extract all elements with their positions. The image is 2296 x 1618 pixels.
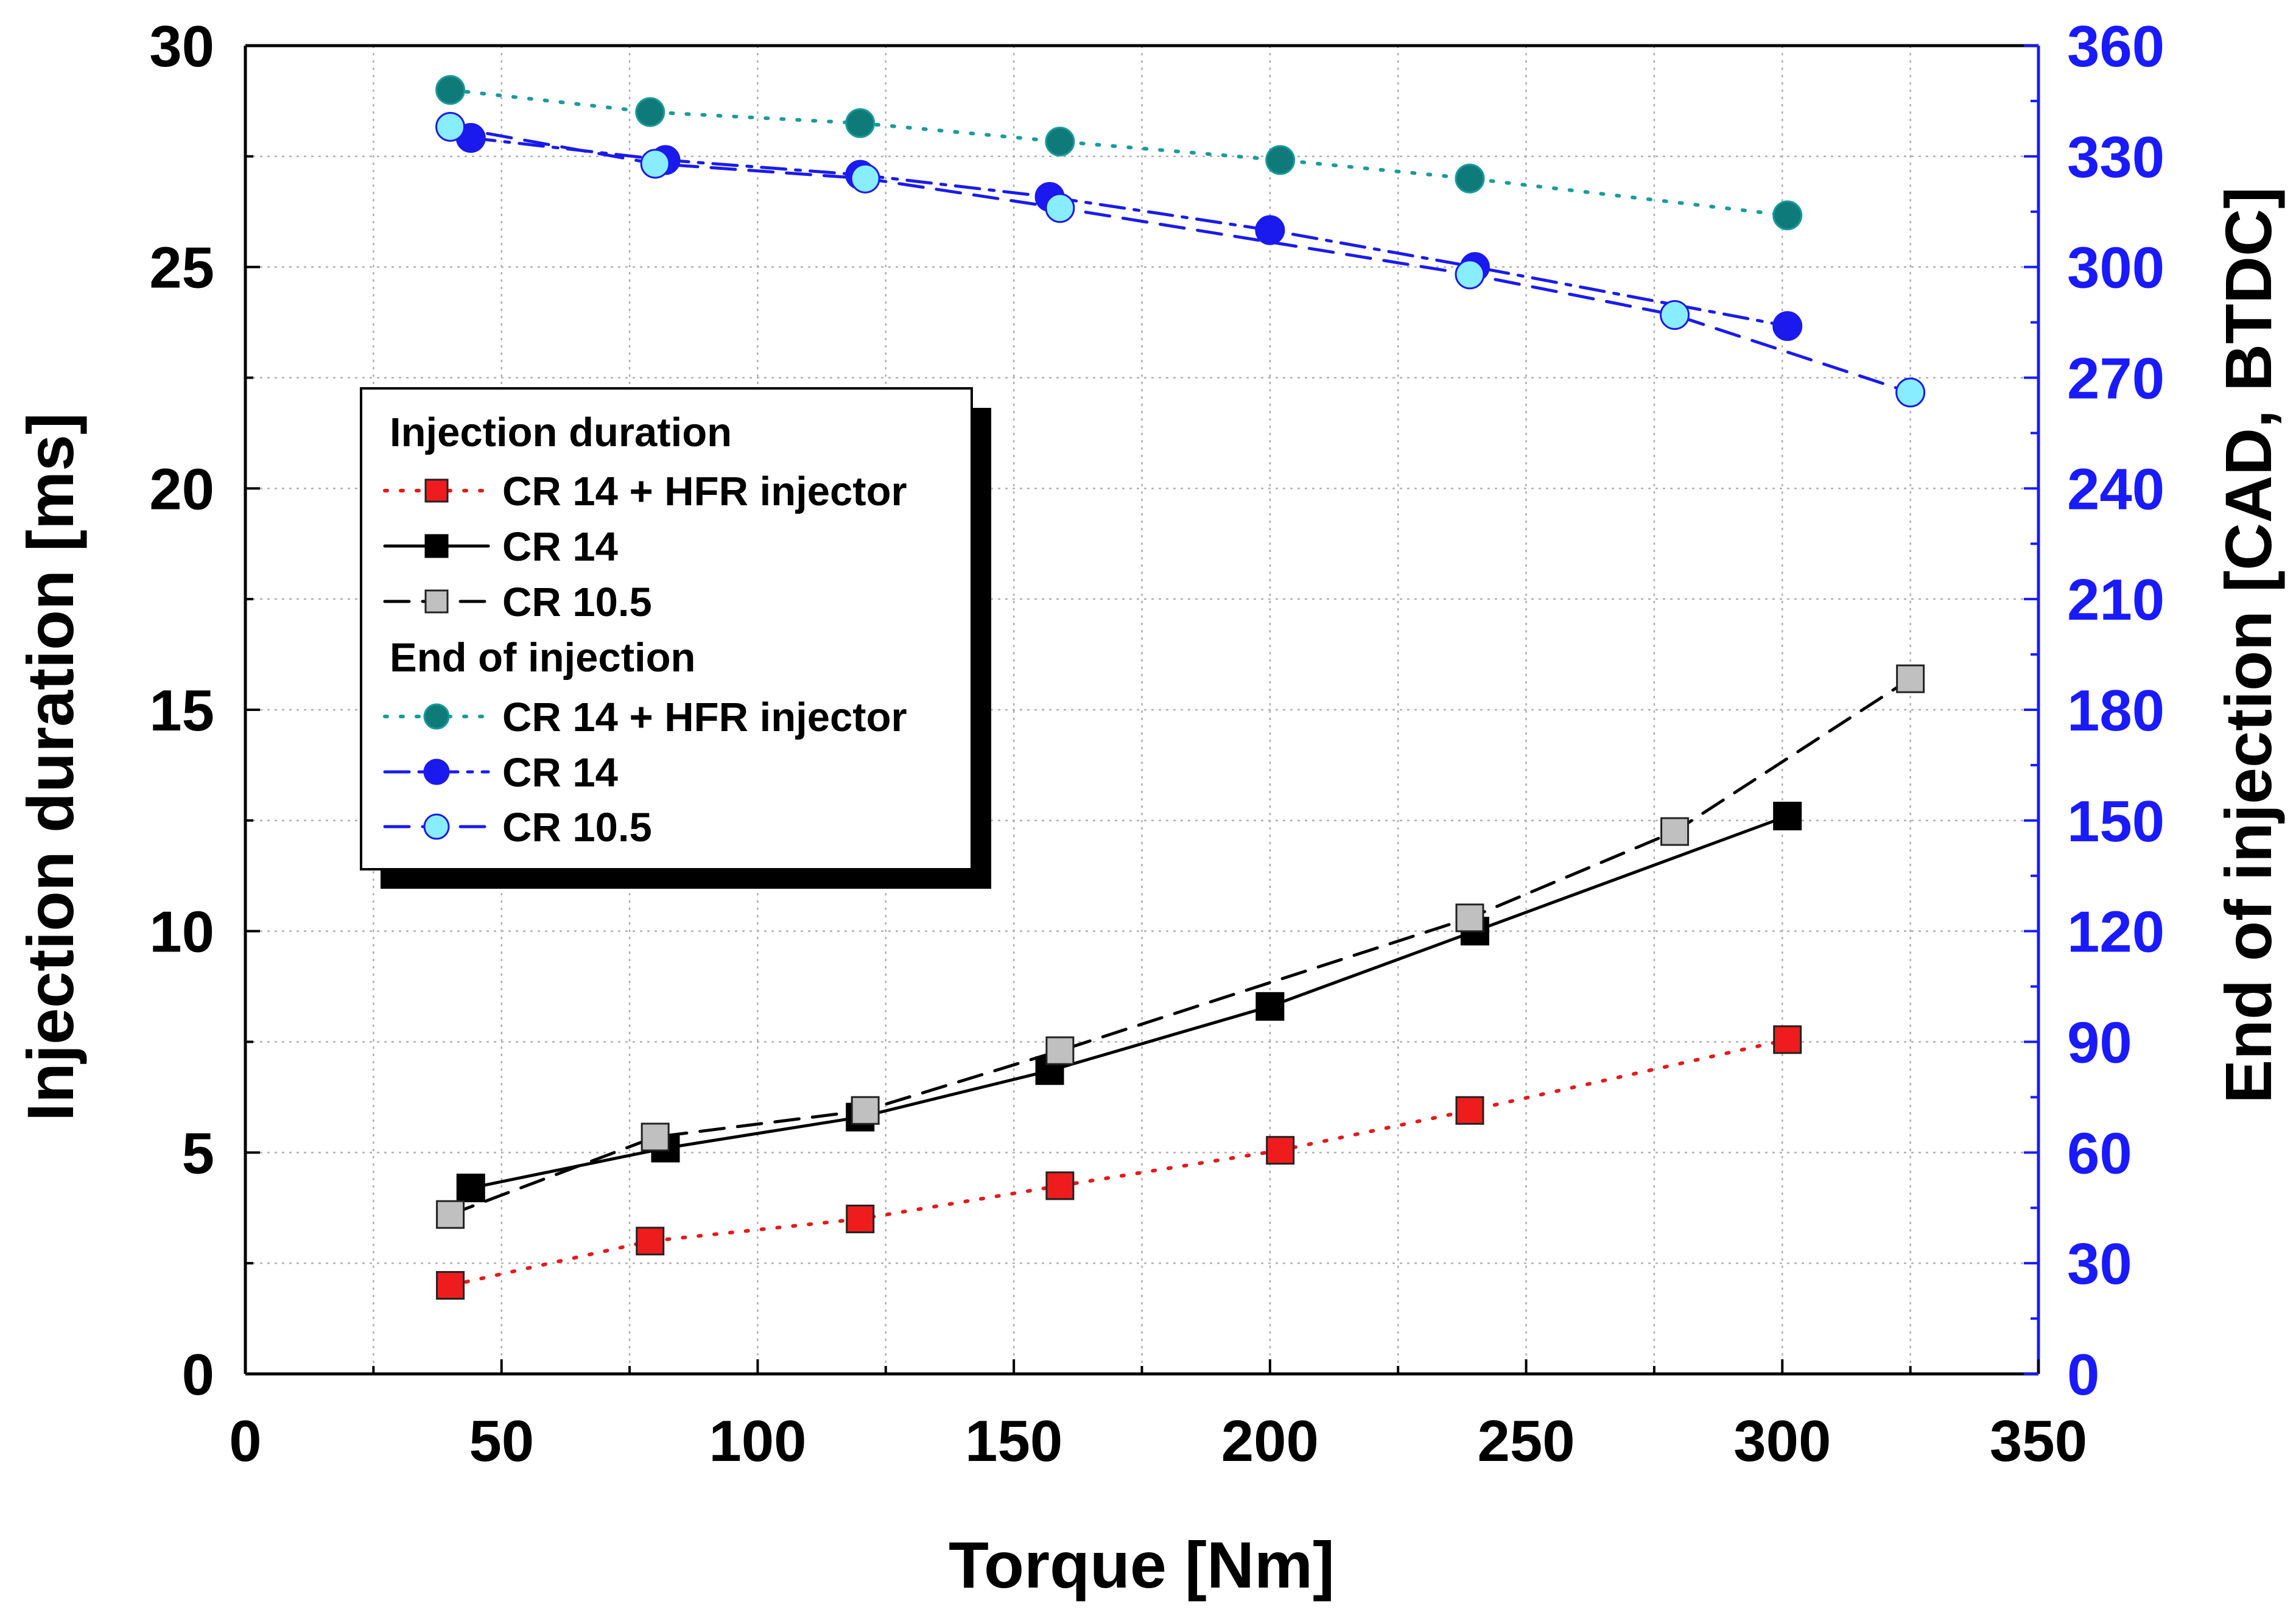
x-tick-label: 300 bbox=[1733, 1409, 1831, 1474]
y-left-tick-label: 30 bbox=[149, 14, 214, 79]
y-left-axis-title: Injection duration [ms] bbox=[13, 413, 87, 1121]
y-right-tick-label: 30 bbox=[2067, 1231, 2132, 1297]
legend-label: CR 10.5 bbox=[502, 580, 652, 625]
x-axis-title: Torque [Nm] bbox=[949, 1528, 1335, 1602]
series-layer bbox=[435, 75, 1926, 1300]
series-end-of-injection-cr-14-hfr-injector bbox=[435, 75, 1803, 231]
legend-marker bbox=[423, 758, 450, 785]
legend-label: CR 14 + HFR injector bbox=[502, 695, 907, 740]
data-point bbox=[636, 1227, 665, 1256]
legend-marker bbox=[423, 703, 450, 730]
y-right-tick-label: 60 bbox=[2067, 1121, 2132, 1186]
y-right-axis-title: End of injection [CAD, BTDC] bbox=[2211, 187, 2285, 1104]
legend-item: CR 14 + HFR injector bbox=[383, 469, 907, 514]
data-point bbox=[1255, 992, 1285, 1021]
y-right-tick-label: 180 bbox=[2067, 678, 2164, 743]
data-point bbox=[845, 108, 876, 138]
y-right-tick-label: 270 bbox=[2067, 346, 2164, 412]
y-right-tick-label: 90 bbox=[2067, 1010, 2132, 1076]
data-point bbox=[851, 1096, 880, 1125]
legend-item: CR 10.5 bbox=[383, 580, 652, 625]
data-point bbox=[1772, 200, 1803, 231]
legend: Injection duration End of injection CR 1… bbox=[360, 387, 991, 889]
data-point bbox=[1045, 1036, 1075, 1065]
data-point bbox=[1455, 163, 1485, 194]
legend-label: CR 14 bbox=[502, 524, 618, 570]
data-point bbox=[1896, 664, 1925, 693]
data-point bbox=[1045, 193, 1075, 223]
y-left-tick-label: 5 bbox=[182, 1121, 214, 1186]
x-tick-label: 100 bbox=[709, 1409, 806, 1474]
y-left-tick-label: 20 bbox=[149, 457, 214, 522]
y-left-tick-label: 0 bbox=[182, 1342, 214, 1407]
legend-label: CR 14 + HFR injector bbox=[502, 469, 907, 514]
data-point bbox=[1045, 1171, 1075, 1200]
x-tick-label: 200 bbox=[1221, 1409, 1319, 1474]
grid bbox=[245, 46, 2038, 1374]
data-point bbox=[1255, 215, 1285, 245]
legend-label: CR 14 bbox=[502, 750, 618, 796]
legend-item: CR 10.5 bbox=[383, 805, 652, 850]
x-tick-label: 250 bbox=[1477, 1409, 1575, 1474]
data-point bbox=[1773, 1025, 1802, 1054]
y-left-tick-label: 10 bbox=[149, 900, 214, 965]
data-point bbox=[1660, 817, 1690, 846]
legend-group-title: End of injection bbox=[390, 635, 695, 681]
data-point bbox=[1455, 903, 1484, 933]
y-right-tick-label: 240 bbox=[2067, 457, 2164, 522]
series-injection-duration-cr-10-5 bbox=[436, 664, 1925, 1229]
y-right-tick-label: 330 bbox=[2067, 125, 2164, 190]
legend-group-title: Injection duration bbox=[390, 410, 732, 455]
y-right-tick-label: 150 bbox=[2067, 789, 2164, 854]
data-point bbox=[435, 111, 466, 142]
y-right-tick-label: 120 bbox=[2067, 900, 2164, 965]
legend-marker bbox=[423, 813, 450, 840]
data-point bbox=[1660, 299, 1690, 330]
x-tick-label: 350 bbox=[1990, 1409, 2087, 1474]
y-right-tick-label: 210 bbox=[2067, 567, 2164, 632]
legend-item: CR 14 bbox=[383, 524, 618, 570]
data-point bbox=[640, 149, 670, 179]
data-point bbox=[641, 1122, 670, 1152]
y-left-tick-label: 15 bbox=[149, 678, 214, 743]
x-tick-label: 0 bbox=[229, 1409, 261, 1474]
y-right-tick-label: 300 bbox=[2067, 236, 2164, 301]
y-right-tick-label: 0 bbox=[2067, 1342, 2099, 1407]
data-point bbox=[435, 75, 466, 105]
series-end-of-injection-cr-10-5 bbox=[435, 111, 1926, 408]
legend-label: CR 10.5 bbox=[502, 805, 652, 850]
data-point bbox=[436, 1271, 465, 1300]
data-point bbox=[1773, 802, 1802, 831]
legend-items: CR 14 + HFR injector CR 14 CR 10.5 CR 14 + … bbox=[383, 469, 907, 850]
data-point bbox=[1265, 145, 1296, 175]
series-injection-duration-cr-14-hfr-injector bbox=[436, 1025, 1802, 1300]
data-point bbox=[635, 97, 665, 127]
x-tick-label: 50 bbox=[469, 1409, 534, 1474]
legend-marker bbox=[424, 478, 449, 503]
data-point bbox=[1772, 311, 1803, 341]
legend-marker bbox=[424, 589, 449, 614]
data-point bbox=[1455, 1096, 1484, 1125]
data-point bbox=[436, 1200, 465, 1229]
tick-labels: 0 50 100 150 200 250 300 3500510152025300306090… bbox=[149, 14, 2164, 1474]
y-left-tick-label: 25 bbox=[149, 236, 214, 301]
data-point bbox=[456, 1174, 485, 1203]
axes bbox=[244, 44, 2040, 1376]
data-point bbox=[1266, 1136, 1295, 1165]
data-point bbox=[846, 1204, 875, 1233]
x-tick-label: 150 bbox=[965, 1409, 1062, 1474]
legend-item: CR 14 + HFR injector bbox=[383, 695, 907, 740]
legend-box bbox=[360, 387, 973, 870]
legend-marker bbox=[424, 534, 449, 558]
data-point bbox=[1045, 127, 1075, 157]
legend-item: CR 14 bbox=[383, 750, 618, 796]
data-point bbox=[1455, 259, 1485, 290]
data-point bbox=[850, 163, 880, 194]
y-right-tick-label: 360 bbox=[2067, 14, 2164, 79]
data-point bbox=[1895, 377, 1926, 408]
